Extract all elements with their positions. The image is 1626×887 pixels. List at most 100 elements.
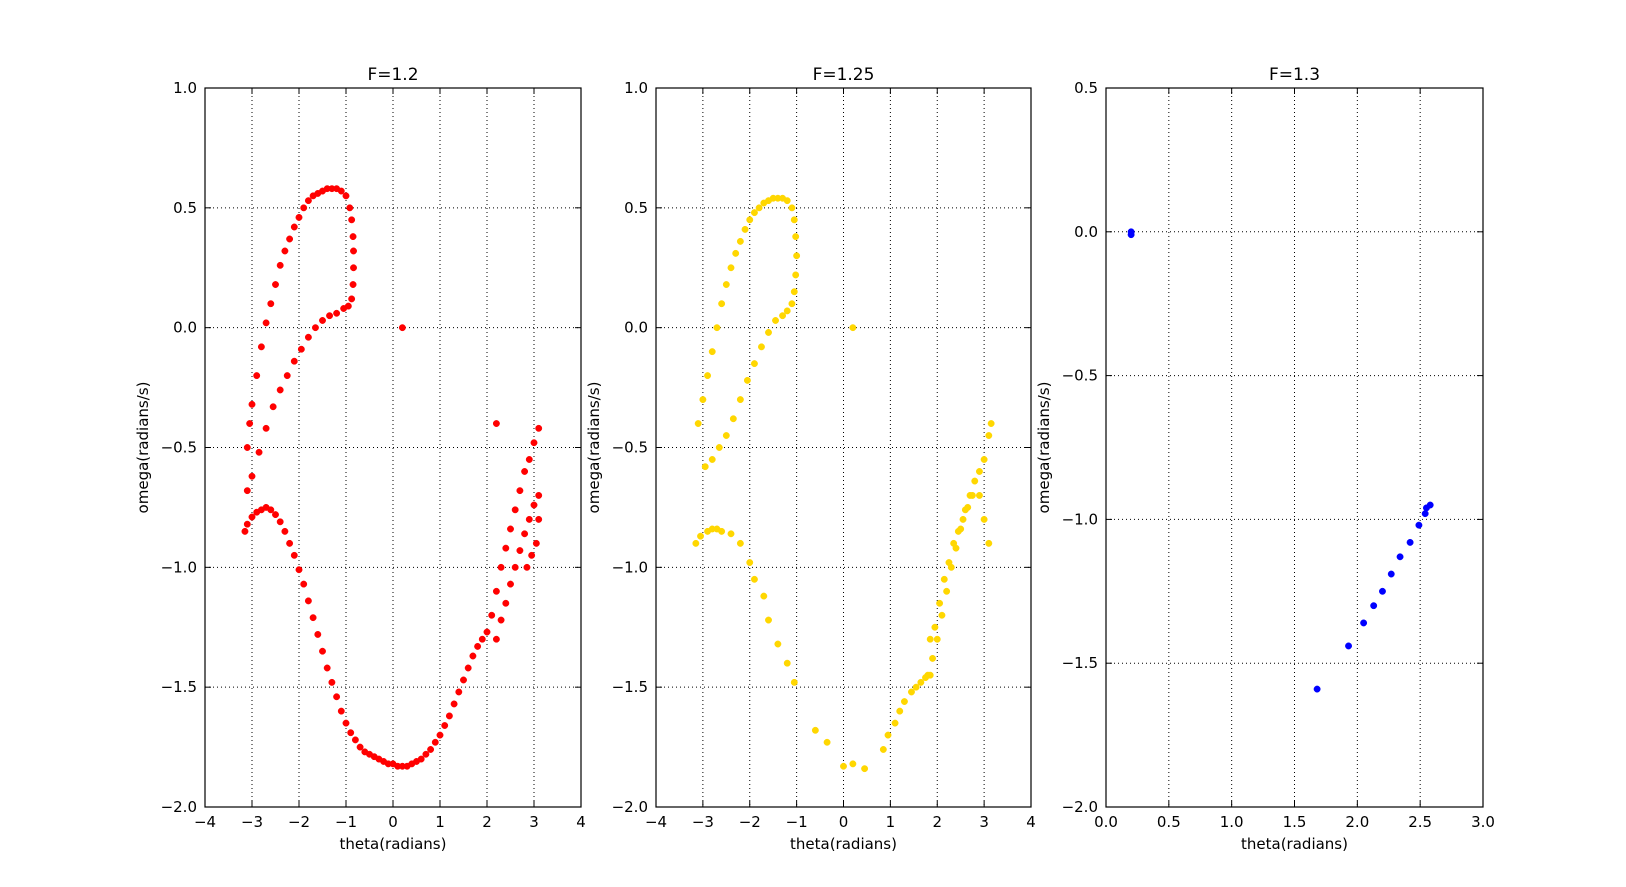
- data-point: [262, 424, 270, 432]
- x-axis-label: theta(radians): [1241, 835, 1348, 853]
- y-tick-label: −0.5: [1062, 367, 1098, 385]
- x-tick-label: −2: [739, 813, 761, 831]
- x-tick-label: 2: [482, 813, 492, 831]
- data-point: [248, 472, 256, 480]
- x-axis-label: theta(radians): [340, 835, 447, 853]
- data-point: [783, 659, 791, 667]
- data-point: [1345, 642, 1352, 650]
- data-point: [861, 765, 869, 773]
- x-tick-label: −2: [288, 813, 310, 831]
- data-point: [283, 372, 291, 380]
- data-point: [732, 249, 740, 257]
- data-point: [523, 563, 531, 571]
- data-point: [968, 491, 976, 499]
- data-point: [933, 635, 941, 643]
- data-point: [912, 683, 920, 691]
- data-point: [295, 213, 303, 221]
- data-point: [497, 616, 505, 624]
- data-point: [276, 386, 284, 394]
- data-point: [1406, 538, 1414, 546]
- data-point: [346, 204, 354, 212]
- y-tick-label: 1.0: [173, 79, 197, 97]
- data-point: [755, 204, 763, 212]
- data-point: [715, 444, 723, 451]
- data-point: [746, 216, 754, 224]
- data-point: [765, 329, 772, 336]
- y-tick-label: −2.0: [161, 798, 197, 816]
- data-point: [319, 317, 326, 324]
- data-point: [348, 216, 356, 224]
- y-tick-label: −1.0: [1062, 510, 1098, 528]
- data-point: [736, 396, 744, 404]
- y-tick-label: −0.5: [612, 439, 648, 457]
- data-point: [535, 424, 543, 432]
- y-tick-label: −2.0: [1062, 798, 1098, 816]
- data-point: [722, 432, 730, 439]
- data-point: [727, 264, 735, 272]
- x-tick-label: 4: [576, 813, 586, 831]
- data-point: [926, 635, 934, 643]
- data-point: [746, 559, 754, 566]
- data-point: [304, 333, 312, 341]
- data-point: [262, 319, 270, 327]
- data-point: [492, 635, 500, 643]
- chart-title: F=1.25: [813, 65, 875, 85]
- data-point: [793, 252, 801, 260]
- data-point: [492, 587, 500, 595]
- x-tick-label: −3: [692, 813, 714, 831]
- data-point: [340, 305, 348, 312]
- data-point: [722, 281, 730, 288]
- data-point: [1426, 501, 1434, 509]
- data-point: [964, 503, 972, 511]
- data-point: [741, 225, 749, 233]
- x-tick-label: 3.0: [1471, 813, 1495, 831]
- data-point: [521, 530, 529, 538]
- x-tick-label: 2: [932, 813, 942, 831]
- data-point: [431, 738, 439, 746]
- data-point: [790, 216, 798, 224]
- data-point: [349, 281, 357, 288]
- data-point: [272, 511, 279, 519]
- data-point: [699, 396, 707, 404]
- data-point: [525, 456, 533, 463]
- data-point: [241, 527, 249, 535]
- data-point: [333, 309, 341, 317]
- data-point: [788, 204, 796, 212]
- data-point: [940, 575, 948, 583]
- data-point: [790, 288, 798, 296]
- data-point: [356, 743, 364, 751]
- x-tick-label: 2.5: [1408, 813, 1432, 831]
- data-point: [314, 630, 322, 638]
- data-point: [528, 551, 536, 559]
- data-point: [1313, 685, 1321, 693]
- data-point: [516, 547, 524, 555]
- data-point: [1421, 510, 1429, 518]
- data-point: [281, 247, 289, 255]
- data-point: [281, 527, 289, 535]
- x-tick-label: 1.5: [1283, 813, 1307, 831]
- data-point: [507, 580, 514, 588]
- data-point: [483, 628, 491, 636]
- axes-frame: [1105, 87, 1484, 808]
- data-point: [300, 204, 308, 212]
- data-point: [290, 551, 298, 559]
- data-point: [297, 345, 305, 353]
- data-point: [884, 731, 892, 739]
- y-tick-label: 0.5: [624, 199, 648, 217]
- data-point: [985, 539, 993, 547]
- data-point: [760, 592, 768, 600]
- data-point: [511, 563, 519, 571]
- data-point: [272, 281, 279, 288]
- x-tick-label: −4: [645, 813, 667, 831]
- data-point: [1127, 231, 1135, 239]
- data-point: [337, 187, 345, 195]
- y-tick-label: −1.0: [612, 558, 648, 576]
- y-axis-label: omega(radians/s): [134, 382, 152, 514]
- data-point: [924, 671, 932, 679]
- data-point: [422, 750, 430, 758]
- data-point: [750, 575, 758, 583]
- data-point: [917, 678, 925, 686]
- data-point: [1415, 521, 1423, 529]
- data-point: [464, 664, 472, 672]
- data-point: [792, 233, 800, 241]
